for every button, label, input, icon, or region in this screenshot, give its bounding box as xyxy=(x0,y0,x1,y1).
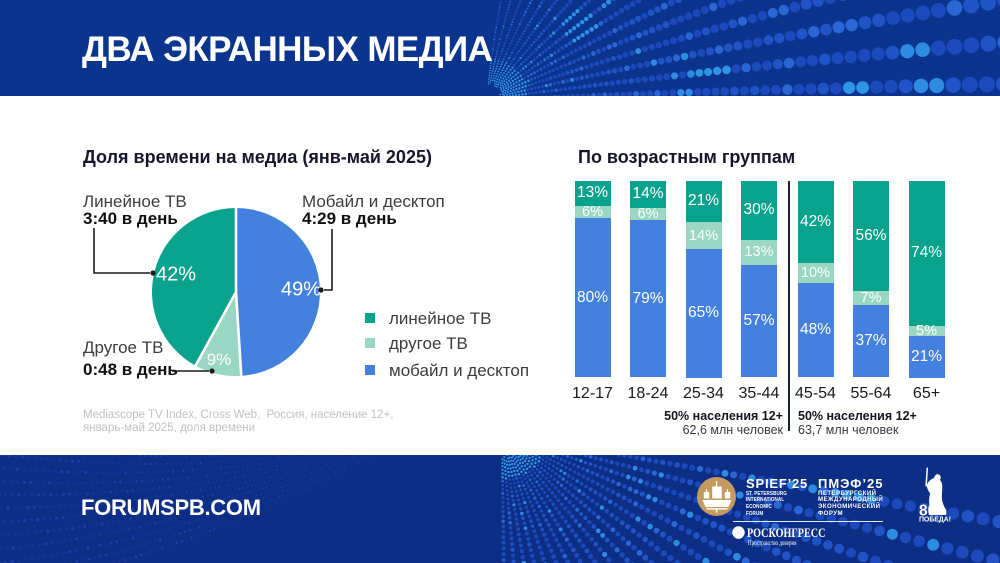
svg-text:80: 80 xyxy=(919,503,936,520)
svg-text:ПОБЕДА!: ПОБЕДА! xyxy=(919,517,951,524)
